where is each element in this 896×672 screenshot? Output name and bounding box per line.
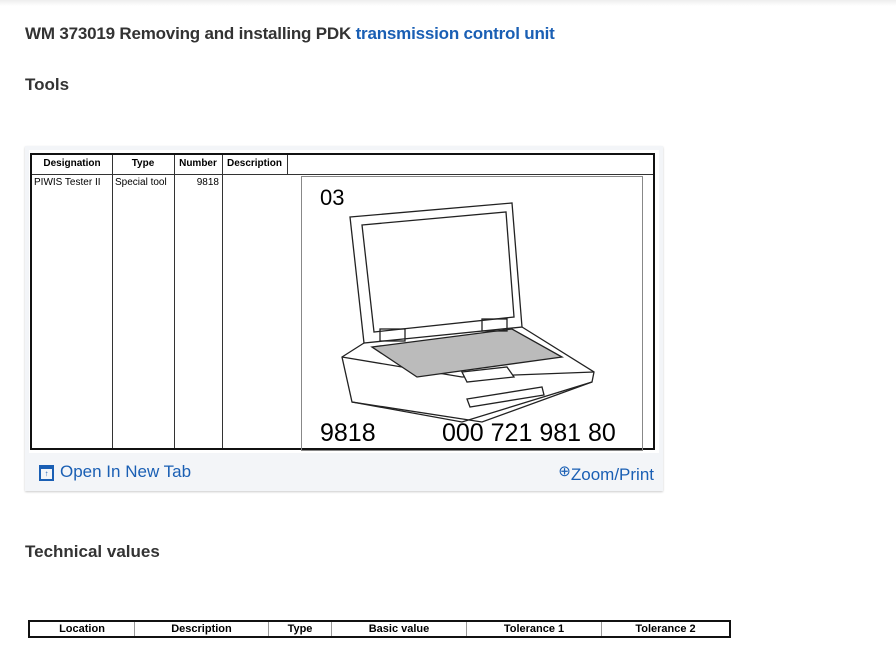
zoom-print-label: Zoom/Print <box>570 465 654 484</box>
technical-values-heading: Technical values <box>25 542 160 561</box>
header-description: Description <box>134 621 269 637</box>
zoom-print-link[interactable]: ⊕Zoom/Print <box>558 462 654 485</box>
header-basic-value: Basic value <box>331 621 467 637</box>
cell-type: Special tool <box>115 177 167 188</box>
open-new-tab-label: Open In New Tab <box>60 462 192 481</box>
header-tolerance-2: Tolerance 2 <box>601 621 730 637</box>
technical-values-table: Location Description Type Basic value To… <box>28 620 731 638</box>
title-link[interactable]: transmission control unit <box>355 24 555 43</box>
open-new-tab-link[interactable]: ↑ Open In New Tab <box>39 462 191 482</box>
tools-heading: Tools <box>25 75 70 94</box>
part-number-label: 000 721 981 80 <box>442 419 616 447</box>
laptop-image: 03 9818 000 721 981 80 <box>301 176 643 451</box>
tool-number-label: 9818 <box>320 419 376 447</box>
laptop-icon <box>341 202 595 423</box>
header-description: Description <box>226 158 282 169</box>
open-new-tab-icon: ↑ <box>39 465 54 481</box>
tools-figure: Designation Type Number Description PIWI… <box>25 146 663 491</box>
figure-label: 03 <box>320 185 345 210</box>
cell-number: 9818 <box>196 177 219 188</box>
zoom-in-icon: ⊕ <box>558 463 571 480</box>
cell-designation: PIWIS Tester II <box>34 177 101 188</box>
page-title: WM 373019 Removing and installing PDK tr… <box>25 24 555 43</box>
header-location: Location <box>59 623 105 635</box>
header-number: Number <box>179 158 217 169</box>
tools-table: Designation Type Number Description PIWI… <box>30 153 655 451</box>
header-designation: Designation <box>43 158 101 169</box>
top-shadow <box>0 0 896 6</box>
header-tolerance-1: Tolerance 1 <box>466 621 602 637</box>
header-type: Type <box>131 158 155 169</box>
header-type: Type <box>268 621 332 637</box>
